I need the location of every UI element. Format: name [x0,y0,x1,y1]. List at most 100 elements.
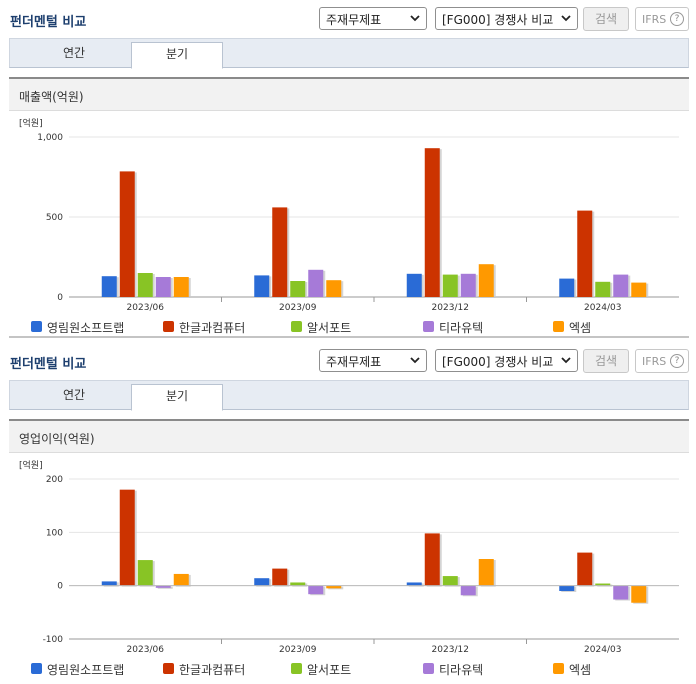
bar-알서포트-2023-12 [442,576,458,586]
bar-알서포트-2023-09 [290,582,306,586]
x-tick-label: 2023/09 [279,303,317,313]
help-icon[interactable]: ? [670,12,684,26]
bar-한글과컴퓨터-2024-03 [577,210,593,297]
peer-group-select[interactable]: [FG000] 경쟁사 비교 [435,7,578,30]
statement-type-value: 주재무제표 [326,355,382,369]
panel-title: 펀더멘털 비교 [10,357,87,372]
y-tick-label: 0 [57,582,63,592]
legend-swatch [291,321,302,332]
legend-label: 한글과컴퓨터 [179,321,246,335]
legend-swatch [31,321,42,332]
divider [9,336,689,338]
bar-한글과컴퓨터-2023-09 [272,207,288,297]
bar-한글과컴퓨터-2023-12 [424,148,440,297]
statement-type-select[interactable]: 주재무제표 [319,7,427,30]
search-button[interactable]: 검색 [583,7,629,31]
bar-티라유텍-2023-09 [308,585,324,595]
tab-quarterly[interactable]: 분기 [131,384,223,411]
revenue-bar-chart: [억원] 0 500 1,000 2023/06 2023/09 2023/12 2024/0… [19,117,679,313]
chevron-down-icon [561,15,571,22]
tab-annual[interactable]: 연간 [62,388,86,402]
y-tick-label: 0 [57,293,63,303]
bar-영림원소프트랩-2023-06 [101,581,117,586]
legend-swatch [423,321,434,332]
bar-영림원소프트랩-2024-03 [559,278,575,297]
y-tick-label: 1,000 [37,133,63,143]
legend-label: 티라유텍 [439,321,484,335]
bar-알서포트-2023-06 [137,273,153,297]
x-tick-label: 2023/09 [279,645,317,655]
x-tick-label: 2023/06 [127,645,165,655]
ifrs-label: IFRS [642,355,667,368]
bar-영림원소프트랩-2023-12 [406,582,422,586]
bar-엑셈-2023-06 [173,277,189,297]
bar-영림원소프트랩-2023-09 [254,578,270,586]
legend-label: 영림원소프트랩 [47,321,125,335]
y-tick-label: -100 [43,635,64,645]
statement-type-select[interactable]: 주재무제표 [319,349,427,372]
fundamental-panel-revenue: 펀더멘털 비교 주재무제표 [FG000] 경쟁사 비교 검색 IFRS ? 연… [0,0,696,340]
bar-티라유텍-2023-06 [155,585,171,588]
peer-group-select[interactable]: [FG000] 경쟁사 비교 [435,349,578,372]
bar-엑셈-2023-09 [326,280,342,297]
x-tick-label: 2024/03 [584,303,621,313]
chart-legend: 영림원소프트랩 한글과컴퓨터 알서포트 티라유텍 엑셈 [31,319,671,335]
period-tabs: 연간 분기 [9,380,689,411]
panel-header: 펀더멘털 비교 주재무제표 [FG000] 경쟁사 비교 검색 IFRS ? [0,342,696,378]
bar-엑셈-2023-12 [478,559,494,586]
chart-container: 매출액(억원) [억원] 0 500 1,000 2023/06 2023/09 2023/… [9,77,689,339]
ifrs-label: IFRS [642,13,667,26]
x-tick-label: 2023/12 [432,645,469,655]
bar-영림원소프트랩-2023-06 [101,276,117,297]
bar-한글과컴퓨터-2023-06 [119,171,135,297]
ifrs-button[interactable]: IFRS ? [635,7,689,31]
period-tabs: 연간 분기 [9,38,689,69]
help-icon[interactable]: ? [670,354,684,368]
tab-quarterly[interactable]: 분기 [131,42,223,69]
bar-한글과컴퓨터-2023-12 [424,533,440,586]
operating-profit-bar-chart: [억원] -100 0 100 200 2023/06 2023/09 2023/12 2024… [19,459,679,655]
bar-알서포트-2023-06 [137,560,153,586]
chart-title: 영업이익(억원) [9,421,689,453]
bar-엑셈-2024-03 [631,282,647,297]
legend-swatch [553,663,564,674]
chart-title: 매출액(억원) [9,79,689,111]
bar-영림원소프트랩-2023-12 [406,273,422,297]
bar-엑셈-2024-03 [631,585,647,603]
chevron-down-icon [410,15,420,22]
bar-엑셈-2023-12 [478,264,494,297]
bar-한글과컴퓨터-2023-09 [272,568,288,586]
bar-한글과컴퓨터-2023-06 [119,489,135,586]
peer-group-value: [FG000] 경쟁사 비교 [442,13,554,27]
bar-티라유텍-2023-09 [308,269,324,297]
legend-swatch [423,663,434,674]
chevron-down-icon [561,357,571,364]
legend-label: 알서포트 [307,663,352,677]
bar-티라유텍-2024-03 [613,274,629,297]
legend-label: 엑셈 [569,663,592,677]
bar-알서포트-2024-03 [595,281,611,297]
bar-알서포트-2023-12 [442,274,458,297]
y-tick-label: 500 [46,213,63,223]
legend-label: 알서포트 [307,321,352,335]
bar-티라유텍-2024-03 [613,585,629,600]
unit-label: [억원] [19,459,43,471]
legend-label: 한글과컴퓨터 [179,663,246,677]
bar-티라유텍-2023-06 [155,277,171,297]
search-button[interactable]: 검색 [583,349,629,373]
statement-type-value: 주재무제표 [326,13,382,27]
bar-엑셈-2023-09 [326,585,342,589]
bar-티라유텍-2023-12 [460,585,476,596]
tab-annual[interactable]: 연간 [62,46,86,60]
y-tick-label: 200 [46,475,63,485]
ifrs-button[interactable]: IFRS ? [635,349,689,373]
legend-swatch [163,663,174,674]
bar-엑셈-2023-06 [173,573,189,586]
bar-알서포트-2023-09 [290,281,306,297]
bar-영림원소프트랩-2023-09 [254,275,270,297]
chart-container: 영업이익(억원) [억원] -100 0 100 200 2023/06 2023/09 20… [9,419,689,681]
bar-영림원소프트랩-2024-03 [559,585,575,591]
bar-알서포트-2024-03 [595,583,611,586]
y-tick-label: 100 [46,528,63,538]
legend-swatch [553,321,564,332]
